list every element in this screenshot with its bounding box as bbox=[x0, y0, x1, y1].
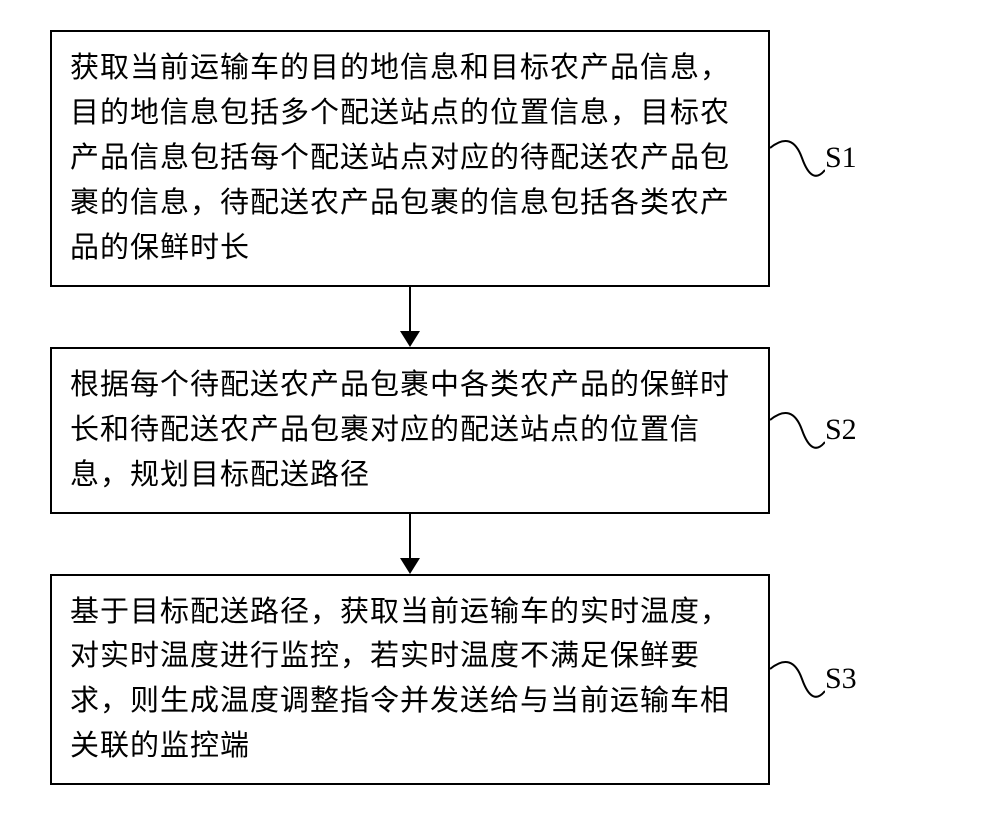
down-arrow-icon bbox=[390, 514, 430, 574]
step-text: 根据每个待配送农产品包裹中各类农产品的保鲜时长和待配送农产品包裹对应的配送站点的… bbox=[70, 369, 730, 491]
flowchart-step: 基于目标配送路径，获取当前运输车的实时温度，对实时温度进行监控，若实时温度不满足… bbox=[50, 574, 950, 786]
label-wrap: S2 bbox=[770, 400, 857, 460]
curve-connector-icon bbox=[770, 400, 825, 460]
step-box-s1: 获取当前运输车的目的地信息和目标农产品信息，目的地信息包括多个配送站点的位置信息… bbox=[50, 30, 770, 287]
flowchart-container: 获取当前运输车的目的地信息和目标农产品信息，目的地信息包括多个配送站点的位置信息… bbox=[50, 30, 950, 785]
step-label: S2 bbox=[825, 413, 857, 447]
step-text: 获取当前运输车的目的地信息和目标农产品信息，目的地信息包括多个配送站点的位置信息… bbox=[70, 52, 730, 264]
step-box-s3: 基于目标配送路径，获取当前运输车的实时温度，对实时温度进行监控，若实时温度不满足… bbox=[50, 574, 770, 786]
curve-connector-icon bbox=[770, 649, 825, 709]
down-arrow-icon bbox=[390, 287, 430, 347]
arrow-wrap bbox=[50, 287, 770, 347]
flowchart-step: 根据每个待配送农产品包裹中各类农产品的保鲜时长和待配送农产品包裹对应的配送站点的… bbox=[50, 347, 950, 514]
step-box-s2: 根据每个待配送农产品包裹中各类农产品的保鲜时长和待配送农产品包裹对应的配送站点的… bbox=[50, 347, 770, 514]
curve-connector-icon bbox=[770, 128, 825, 188]
step-text: 基于目标配送路径，获取当前运输车的实时温度，对实时温度进行监控，若实时温度不满足… bbox=[70, 596, 730, 763]
label-wrap: S1 bbox=[770, 128, 857, 188]
flowchart-step: 获取当前运输车的目的地信息和目标农产品信息，目的地信息包括多个配送站点的位置信息… bbox=[50, 30, 950, 287]
arrow-wrap bbox=[50, 514, 770, 574]
step-label: S1 bbox=[825, 141, 857, 175]
label-wrap: S3 bbox=[770, 649, 857, 709]
step-label: S3 bbox=[825, 662, 857, 696]
